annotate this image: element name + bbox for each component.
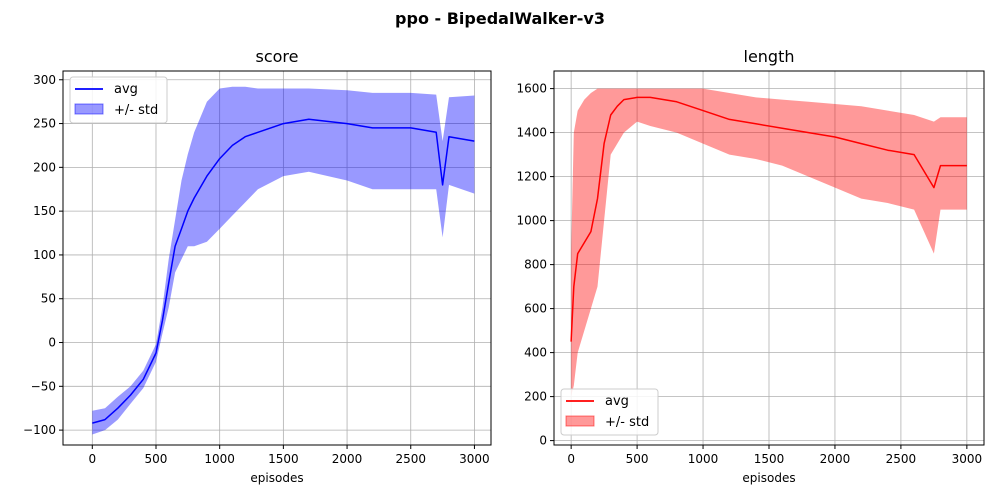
length-ytick-label-4: 800 [524, 258, 547, 272]
score-ytick-label-8: 300 [33, 73, 56, 87]
score-chart: score episodes 0 500 1000 1500 2000 2500 3000−… [23, 47, 492, 485]
score-chart-title: score [256, 47, 299, 66]
score-legend-std-label: +/- std [114, 103, 158, 118]
length-avg-line [570, 96, 967, 342]
length-legend-avg-label: avg [605, 394, 629, 409]
score-legend: avg +/- std [69, 76, 168, 124]
length-chart-xlabel: episodes [742, 471, 795, 485]
score-ytick-label-5: 150 [33, 204, 56, 218]
length-ytick-label-7: 1400 [516, 126, 547, 140]
score-xtick-label-5: 2500 [395, 452, 426, 466]
length-xtick-label-1: 500 [626, 452, 649, 466]
length-xtick-label-6: 3000 [952, 452, 983, 466]
score-legend-avg-label: avg [114, 82, 138, 97]
length-std-band [571, 88, 967, 397]
length-chart: length episodes 0 500 1000 1500 2000 2500 3000… [516, 47, 985, 485]
score-ytick-label-7: 250 [33, 117, 56, 131]
length-ytick-label-5: 1000 [516, 214, 547, 228]
figure-suptitle: ppo - BipedalWalker-v3 [395, 9, 605, 28]
score-ytick-label-1: −50 [31, 379, 56, 393]
score-xtick-label-2: 1000 [204, 452, 235, 466]
score-xtick-label-6: 3000 [459, 452, 490, 466]
length-legend-std-swatch [565, 415, 595, 427]
length-ytick-label-1: 200 [524, 390, 547, 404]
score-xtick-label-1: 500 [145, 452, 168, 466]
length-ytick-label-6: 1200 [516, 170, 547, 184]
score-std-band [92, 86, 475, 435]
length-chart-title: length [744, 47, 795, 66]
score-xtick-label-3: 1500 [268, 452, 299, 466]
score-ytick-label-0: −100 [23, 423, 56, 437]
length-ytick-label-2: 400 [524, 346, 547, 360]
score-avg-line [92, 118, 475, 424]
length-xtick-label-0: 0 [567, 452, 575, 466]
score-ytick-label-4: 100 [33, 248, 56, 262]
score-ytick-label-6: 200 [33, 160, 56, 174]
score-xtick-label-0: 0 [88, 452, 96, 466]
length-xtick-label-2: 1000 [688, 452, 719, 466]
length-ytick-label-3: 600 [524, 302, 547, 316]
length-xtick-label-5: 2500 [886, 452, 917, 466]
score-xtick-label-4: 2000 [332, 452, 363, 466]
length-legend: avg +/- std [560, 388, 659, 436]
score-legend-std-swatch [74, 103, 104, 115]
length-legend-std-label: +/- std [605, 415, 649, 430]
score-chart-xlabel: episodes [250, 471, 303, 485]
length-xtick-label-4: 2000 [820, 452, 851, 466]
score-ytick-label-2: 0 [48, 336, 56, 350]
score-axes-frame [62, 70, 492, 446]
length-ytick-label-8: 1600 [516, 82, 547, 96]
length-xtick-label-3: 1500 [754, 452, 785, 466]
score-ytick-label-3: 50 [41, 292, 56, 306]
length-ytick-label-0: 0 [539, 434, 547, 448]
